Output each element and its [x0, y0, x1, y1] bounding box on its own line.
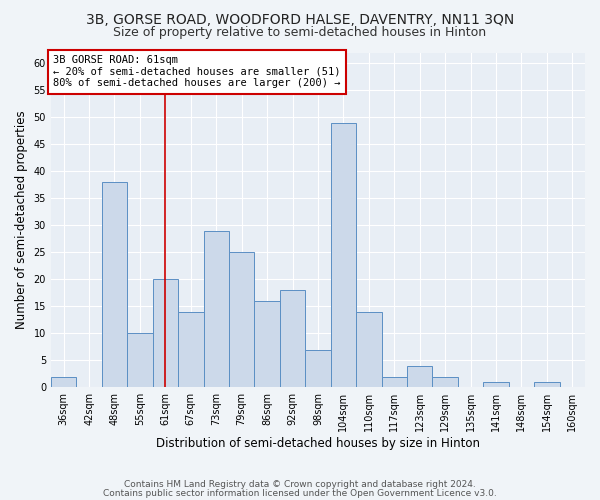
Bar [127, 334, 152, 388]
Bar [305, 350, 331, 388]
Bar [534, 382, 560, 388]
Bar [51, 376, 76, 388]
Text: Contains public sector information licensed under the Open Government Licence v3: Contains public sector information licen… [103, 488, 497, 498]
X-axis label: Distribution of semi-detached houses by size in Hinton: Distribution of semi-detached houses by … [156, 437, 480, 450]
Bar [331, 122, 356, 388]
Bar [152, 280, 178, 388]
Bar [102, 182, 127, 388]
Bar [254, 301, 280, 388]
Text: Size of property relative to semi-detached houses in Hinton: Size of property relative to semi-detach… [113, 26, 487, 39]
Bar [433, 376, 458, 388]
Text: Contains HM Land Registry data © Crown copyright and database right 2024.: Contains HM Land Registry data © Crown c… [124, 480, 476, 489]
Bar [483, 382, 509, 388]
Bar [203, 230, 229, 388]
Y-axis label: Number of semi-detached properties: Number of semi-detached properties [15, 110, 28, 329]
Bar [229, 252, 254, 388]
Bar [280, 290, 305, 388]
Bar [382, 376, 407, 388]
Bar [178, 312, 203, 388]
Bar [356, 312, 382, 388]
Text: 3B GORSE ROAD: 61sqm
← 20% of semi-detached houses are smaller (51)
80% of semi-: 3B GORSE ROAD: 61sqm ← 20% of semi-detac… [53, 55, 341, 88]
Bar [407, 366, 433, 388]
Text: 3B, GORSE ROAD, WOODFORD HALSE, DAVENTRY, NN11 3QN: 3B, GORSE ROAD, WOODFORD HALSE, DAVENTRY… [86, 12, 514, 26]
